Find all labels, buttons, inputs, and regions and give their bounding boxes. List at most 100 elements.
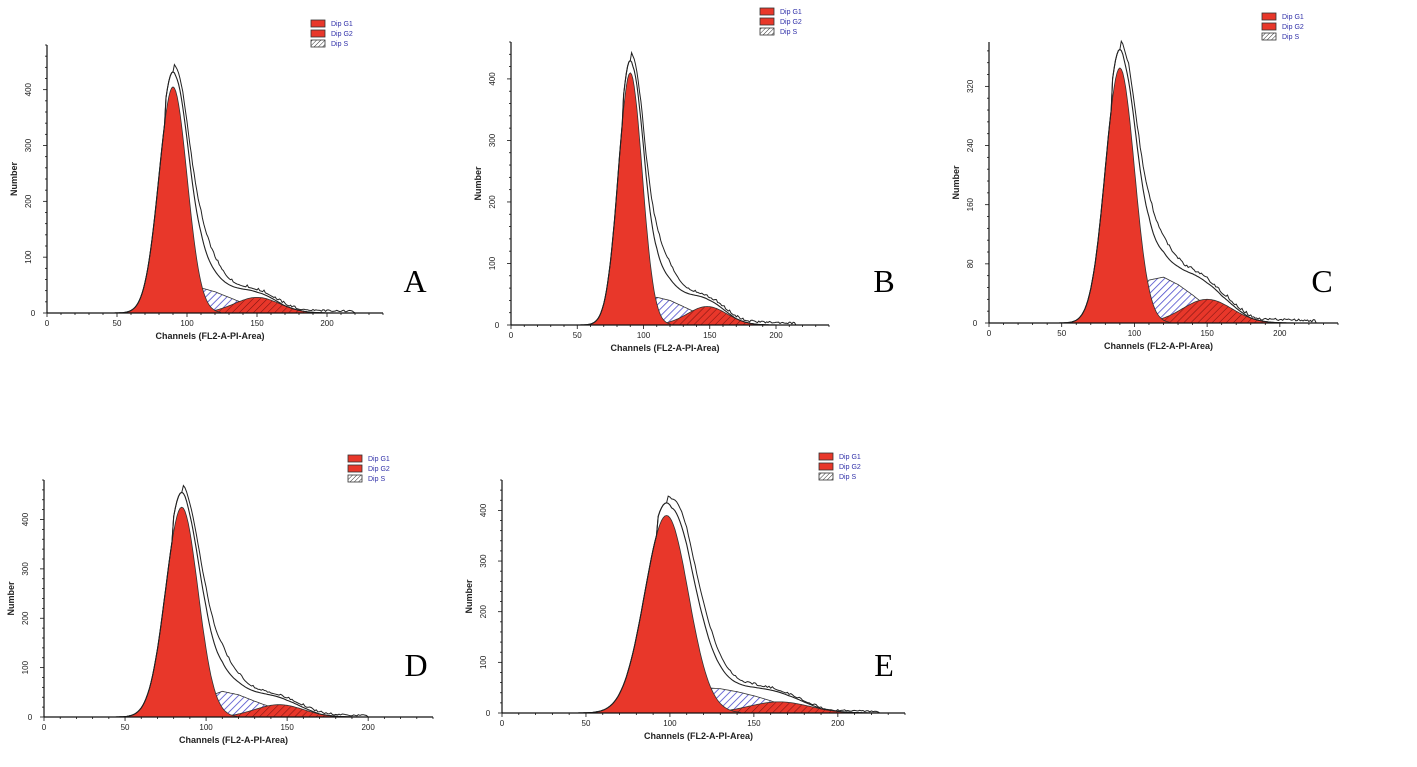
histogram-panel-a: 0 50 100 150 200 0 100 200 300 400 Channels (FL2-A… — [9, 19, 427, 341]
y-axis-title: Number — [951, 165, 961, 200]
x-tick-label: 0 — [509, 331, 514, 340]
y-axis-title: Number — [9, 162, 19, 197]
x-tick-label: 100 — [199, 723, 213, 732]
x-tick-label: 200 — [1273, 329, 1287, 338]
legend-swatch — [347, 464, 363, 473]
y-tick-label: 200 — [24, 194, 33, 208]
legend: Dip G1 Dip G2 Dip S — [1261, 12, 1304, 41]
y-tick-label: 100 — [479, 655, 488, 669]
model-fit-line — [47, 71, 383, 314]
legend-entry: Dip G1 — [1282, 14, 1304, 21]
panel-label: A — [403, 263, 426, 299]
x-tick-label: 0 — [987, 329, 992, 338]
legend-swatch — [818, 462, 834, 471]
legend-entry: Dip S — [839, 474, 856, 481]
model-fit-line — [44, 491, 433, 718]
panel-label: C — [1311, 263, 1332, 299]
legend-entry: Dip S — [780, 29, 797, 36]
y-tick-label: 160 — [966, 197, 975, 211]
legend-entry: Dip G1 — [368, 456, 390, 463]
x-tick-label: 100 — [1128, 329, 1142, 338]
legend-entry: Dip G2 — [839, 464, 861, 471]
x-tick-label: 50 — [582, 719, 591, 728]
legend-entry: Dip S — [368, 476, 385, 483]
x-axis-title: Channels (FL2-A-PI-Area) — [610, 343, 719, 353]
legend-swatch — [347, 454, 363, 463]
raw-histogram-line — [511, 50, 829, 326]
y-tick-label: 300 — [21, 562, 30, 576]
histogram-panel-c: 0 50 100 150 200 0 80 160 240 320 Channels (FL2-A-… — [951, 12, 1339, 351]
legend-entry: Dip G1 — [780, 9, 802, 16]
panel-label: E — [874, 647, 894, 683]
y-tick-label: 200 — [479, 604, 488, 618]
x-axis-title: Channels (FL2-A-PI-Area) — [179, 735, 288, 745]
x-axis-title: Channels (FL2-A-PI-Area) — [155, 331, 264, 341]
y-axis-title: Number — [6, 581, 16, 616]
legend-swatch — [818, 472, 834, 481]
legend-swatch — [818, 452, 834, 461]
legend: Dip G1 Dip G2 Dip S — [818, 452, 861, 481]
legend-swatch — [310, 19, 326, 28]
x-tick-label: 150 — [703, 331, 717, 340]
model-fit-line — [511, 59, 829, 326]
x-tick-label: 100 — [180, 319, 194, 328]
panel-label: B — [873, 263, 894, 299]
legend-swatch — [759, 27, 775, 36]
x-tick-label: 50 — [1057, 329, 1066, 338]
y-tick-label: 300 — [479, 554, 488, 568]
raw-histogram-line — [47, 63, 383, 314]
x-tick-label: 100 — [637, 331, 651, 340]
y-tick-label: 200 — [21, 611, 30, 625]
dip-g1-area — [591, 515, 742, 714]
x-tick-label: 50 — [113, 319, 122, 328]
legend: Dip G1 Dip G2 Dip S — [347, 454, 390, 483]
histogram-panel-e: 0 50 100 150 200 0 100 200 300 400 Channels (FL2-A… — [464, 452, 906, 741]
dip-g1-area — [588, 72, 672, 326]
legend-entry: Dip G2 — [368, 466, 390, 473]
y-tick-label: 240 — [966, 138, 975, 152]
legend-entry: Dip G2 — [331, 31, 353, 38]
legend-entry: Dip G2 — [780, 19, 802, 26]
x-tick-label: 150 — [250, 319, 264, 328]
y-tick-label: 100 — [21, 660, 30, 674]
x-tick-label: 150 — [747, 719, 761, 728]
x-tick-label: 0 — [42, 723, 47, 732]
x-tick-label: 200 — [361, 723, 375, 732]
legend: Dip G1 Dip G2 Dip S — [310, 19, 353, 48]
y-tick-label: 0 — [31, 309, 36, 318]
dip-g1-area — [125, 86, 221, 314]
legend-entry: Dip S — [331, 41, 348, 48]
y-tick-label: 0 — [486, 709, 491, 718]
legend-swatch — [1261, 32, 1277, 41]
y-tick-label: 200 — [488, 195, 497, 209]
y-tick-label: 0 — [973, 319, 978, 328]
x-tick-label: 150 — [280, 723, 294, 732]
y-tick-label: 320 — [966, 79, 975, 93]
legend-entry: Dip G2 — [1282, 24, 1304, 31]
y-tick-label: 100 — [488, 256, 497, 270]
x-tick-label: 150 — [1200, 329, 1214, 338]
legend-swatch — [1261, 22, 1277, 31]
x-tick-label: 200 — [831, 719, 845, 728]
y-tick-label: 400 — [479, 503, 488, 517]
panels-root: 0 50 100 150 200 0 100 200 300 400 Channels (FL2-A… — [6, 7, 1339, 745]
legend-swatch — [347, 474, 363, 483]
legend-entry: Dip S — [1282, 34, 1299, 41]
y-tick-label: 400 — [24, 82, 33, 96]
y-tick-label: 80 — [966, 259, 975, 268]
y-tick-label: 400 — [488, 72, 497, 86]
y-axis-title: Number — [464, 579, 474, 614]
x-tick-label: 50 — [121, 723, 130, 732]
x-tick-label: 0 — [500, 719, 505, 728]
x-tick-label: 50 — [573, 331, 582, 340]
x-tick-label: 200 — [320, 319, 334, 328]
histogram-panel-d: 0 50 100 150 200 0 100 200 300 400 Channels (FL2-A… — [6, 454, 434, 745]
legend-swatch — [759, 7, 775, 16]
x-tick-label: 0 — [45, 319, 50, 328]
legend-entry: Dip G1 — [839, 454, 861, 461]
legend-swatch — [310, 29, 326, 38]
x-axis-title: Channels (FL2-A-PI-Area) — [644, 731, 753, 741]
legend-swatch — [310, 39, 326, 48]
y-tick-label: 0 — [28, 713, 33, 722]
